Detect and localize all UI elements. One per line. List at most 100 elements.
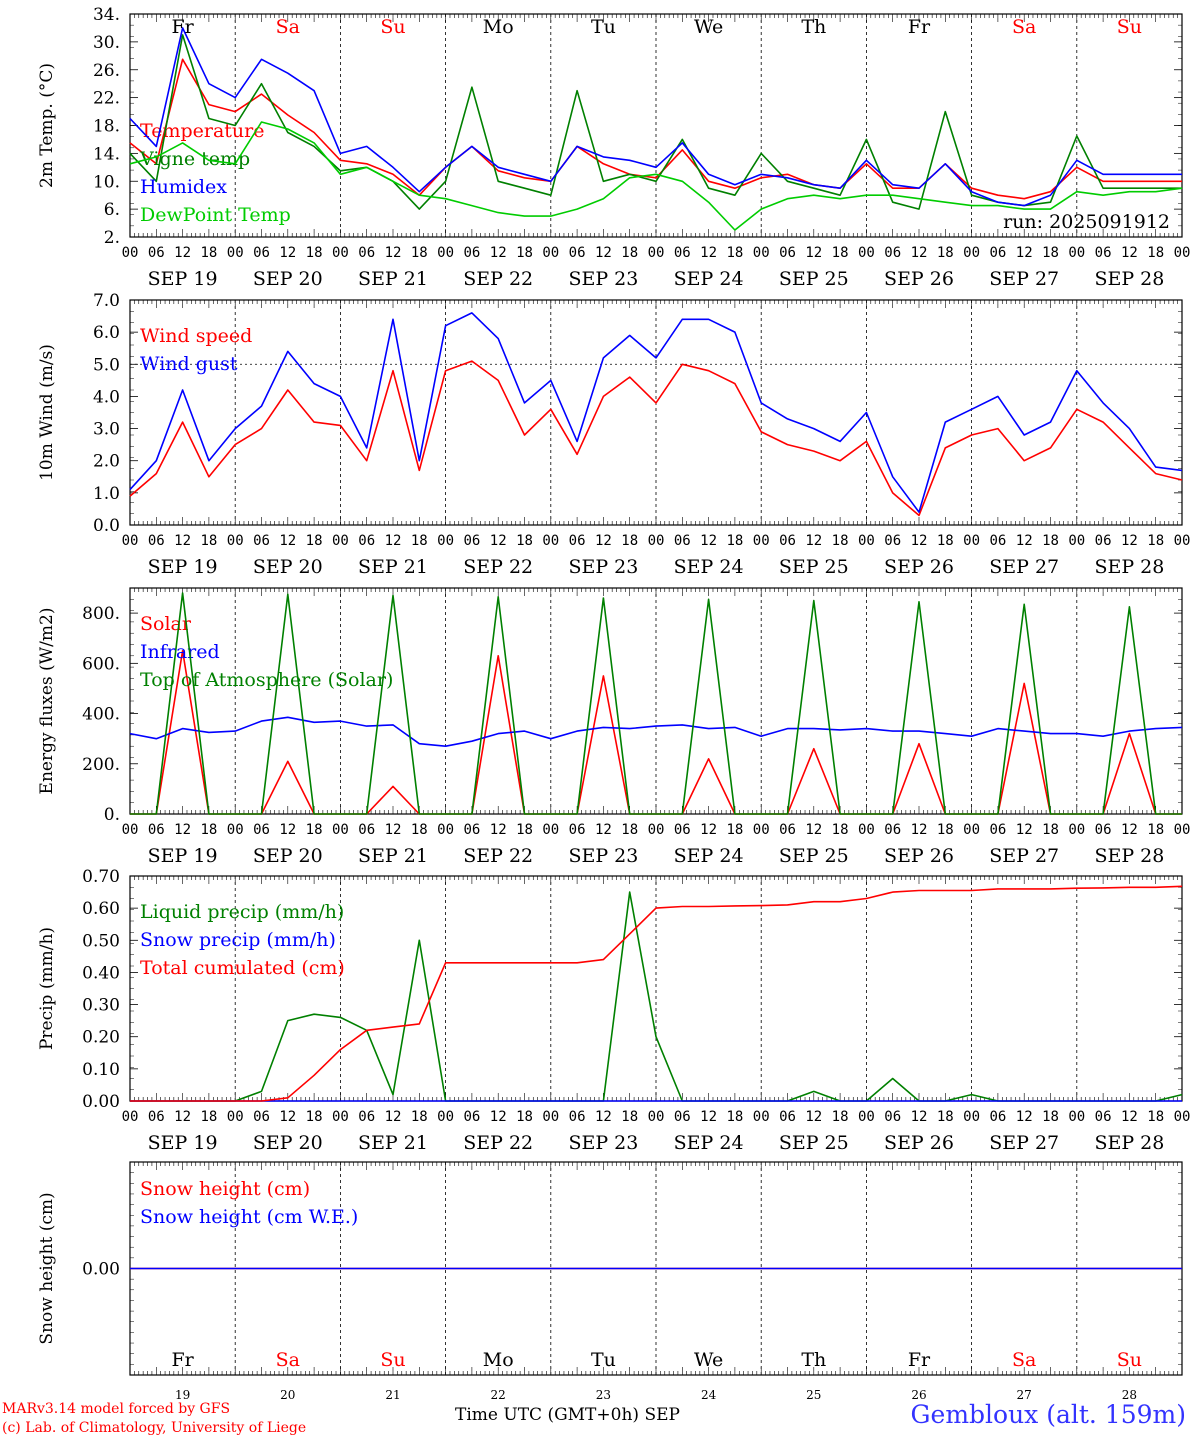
hour-tick-label: 06 — [463, 822, 480, 838]
hour-tick-label: 12 — [805, 1109, 822, 1125]
hour-tick-label: 12 — [279, 533, 296, 549]
time-axis-title: Time UTC (GMT+0h) SEP — [455, 1405, 680, 1425]
hour-tick-label: 06 — [569, 822, 586, 838]
hour-tick-label: 00 — [542, 245, 559, 261]
day-label: SEP 21 — [358, 1132, 428, 1154]
y-tick-label: 6. — [104, 200, 120, 220]
weekday-bottom: Su — [380, 1349, 405, 1371]
y-tick-label: 6.0 — [93, 323, 120, 343]
day-number: 21 — [385, 1388, 400, 1402]
hour-tick-label: 12 — [805, 245, 822, 261]
legend-entry: Wind speed — [140, 325, 252, 347]
day-label: SEP 28 — [1094, 556, 1164, 578]
hour-tick-label: 18 — [306, 1109, 323, 1125]
day-label: SEP 24 — [674, 1132, 744, 1154]
series-line-top-of-atmosphere-solar- — [130, 592, 1182, 815]
hour-tick-label: 12 — [595, 822, 612, 838]
day-label: SEP 22 — [463, 845, 533, 867]
hour-tick-label: 00 — [1174, 822, 1191, 838]
hour-tick-label: 18 — [516, 533, 533, 549]
hour-tick-label: 18 — [1042, 245, 1059, 261]
y-tick-label: 0.00 — [82, 1260, 120, 1280]
hour-tick-label: 18 — [937, 822, 954, 838]
hour-tick-label: 12 — [700, 245, 717, 261]
hour-tick-label: 00 — [122, 245, 139, 261]
hour-tick-label: 00 — [437, 245, 454, 261]
day-label: SEP 25 — [779, 268, 849, 290]
hour-tick-label: 18 — [1147, 1109, 1164, 1125]
hour-tick-label: 06 — [253, 533, 270, 549]
hour-tick-label: 06 — [1095, 822, 1112, 838]
hour-tick-label: 00 — [227, 533, 244, 549]
series-line-temperature — [129, 58, 1182, 200]
y-tick-label: 800. — [82, 604, 120, 624]
hour-tick-label: 12 — [174, 1109, 191, 1125]
y-tick-label: 0.0 — [93, 516, 120, 536]
hour-tick-label: 12 — [385, 1109, 402, 1125]
hour-tick-label: 06 — [884, 245, 901, 261]
hour-tick-label: 12 — [911, 1109, 928, 1125]
hour-tick-label: 06 — [779, 533, 796, 549]
hour-tick-label: 06 — [569, 1109, 586, 1125]
hour-tick-label: 18 — [411, 245, 428, 261]
hour-tick-label: 12 — [1016, 822, 1033, 838]
hour-tick-label: 12 — [385, 533, 402, 549]
hour-tick-label: 12 — [911, 533, 928, 549]
day-label: SEP 27 — [989, 845, 1059, 867]
day-label: SEP 21 — [358, 268, 428, 290]
hour-tick-label: 12 — [174, 533, 191, 549]
hour-tick-label: 18 — [832, 245, 849, 261]
hour-tick-label: 18 — [200, 533, 217, 549]
hour-tick-label: 00 — [227, 1109, 244, 1125]
y-axis-label: Energy fluxes (W/m2) — [37, 608, 57, 795]
hour-tick-label: 18 — [937, 245, 954, 261]
day-number: 20 — [280, 1388, 295, 1402]
y-tick-label: 10. — [93, 172, 120, 192]
day-label: SEP 24 — [674, 556, 744, 578]
hour-tick-label: 06 — [884, 1109, 901, 1125]
hour-tick-label: 06 — [358, 1109, 375, 1125]
day-label: SEP 26 — [884, 1132, 954, 1154]
hour-tick-label: 18 — [937, 533, 954, 549]
hour-tick-label: 12 — [174, 822, 191, 838]
hour-tick-label: 12 — [1121, 822, 1138, 838]
weekday-bottom: Fr — [908, 1349, 931, 1371]
day-label: SEP 20 — [253, 268, 323, 290]
hour-tick-label: 00 — [963, 533, 980, 549]
day-label: SEP 27 — [989, 556, 1059, 578]
y-tick-label: 200. — [82, 755, 120, 775]
hour-tick-label: 18 — [411, 533, 428, 549]
day-number: 25 — [806, 1388, 821, 1402]
hour-tick-label: 12 — [595, 533, 612, 549]
hour-tick-label: 06 — [1095, 245, 1112, 261]
hour-tick-label: 00 — [753, 533, 770, 549]
hour-tick-label: 18 — [1147, 822, 1164, 838]
y-tick-label: 2.0 — [93, 452, 120, 472]
hour-tick-label: 06 — [779, 245, 796, 261]
y-tick-label: 0.60 — [82, 899, 120, 919]
hour-tick-label: 00 — [542, 1109, 559, 1125]
hour-tick-label: 18 — [832, 533, 849, 549]
hour-tick-label: 06 — [253, 1109, 270, 1125]
model-line: MARv3.14 model forced by GFS — [2, 1401, 231, 1417]
day-label: SEP 22 — [463, 268, 533, 290]
hour-tick-label: 06 — [989, 1109, 1006, 1125]
y-tick-label: 22. — [93, 89, 120, 109]
hour-tick-label: 18 — [726, 822, 743, 838]
hour-tick-label: 00 — [332, 1109, 349, 1125]
hour-tick-label: 00 — [437, 1109, 454, 1125]
day-label: SEP 26 — [884, 845, 954, 867]
hour-tick-label: 06 — [779, 1109, 796, 1125]
hour-tick-label: 06 — [358, 822, 375, 838]
weekday-top: Mo — [483, 16, 514, 38]
y-tick-label: 5.0 — [93, 355, 120, 375]
hour-tick-label: 00 — [963, 822, 980, 838]
hour-tick-label: 00 — [858, 245, 875, 261]
plot-frame — [129, 299, 1183, 526]
run-label: run: 2025091912 — [1003, 211, 1170, 233]
hour-tick-label: 12 — [490, 822, 507, 838]
hour-tick-label: 06 — [569, 245, 586, 261]
y-tick-label: 600. — [82, 654, 120, 674]
weekday-bottom: Sa — [276, 1349, 300, 1371]
series-line-wind-speed — [129, 360, 1183, 517]
